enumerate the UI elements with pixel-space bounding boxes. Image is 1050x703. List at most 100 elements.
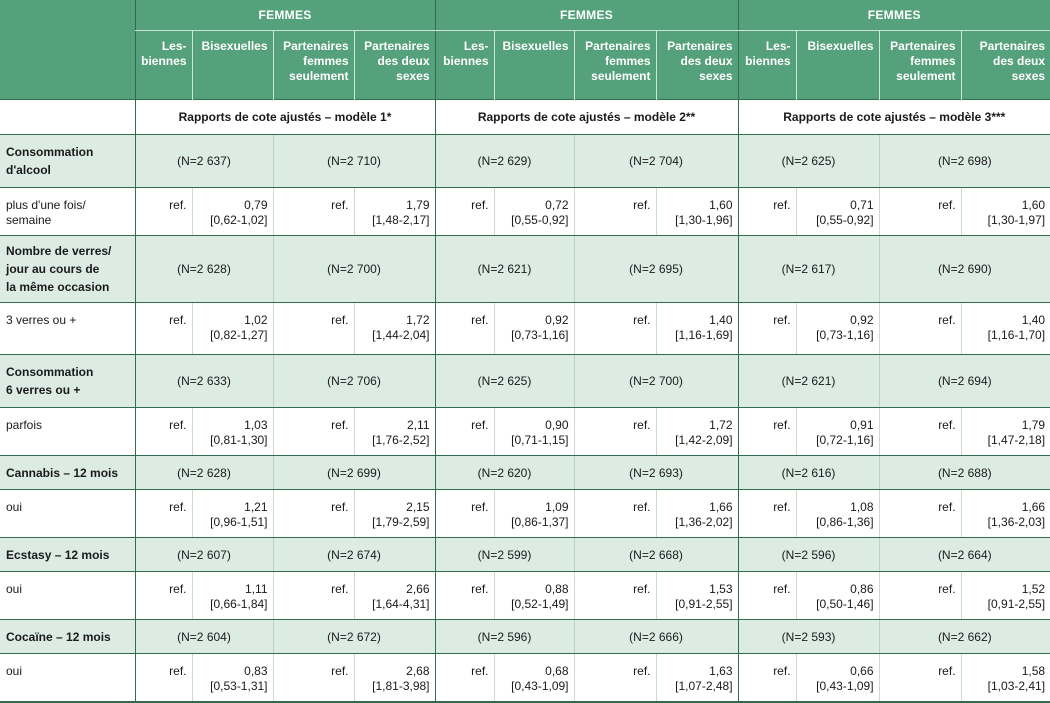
sample-size: (N=2 662) — [878, 619, 1050, 654]
odds-ratio-cell: ref. — [573, 571, 657, 620]
odds-ratio-cell: ref. — [573, 489, 657, 538]
odds-ratio-value: [0,86-1,36] — [816, 515, 874, 529]
odds-ratio-cell: ref. — [272, 489, 354, 538]
section-row: Cannabis – 12 mois (N=2 628) (N=2 699) (N=2… — [0, 455, 1050, 490]
column-header-line: Partenaires — [364, 39, 430, 53]
odds-ratio-value: [1,36-2,03] — [987, 515, 1046, 529]
sample-size: (N=2 629) — [434, 134, 575, 188]
odds-ratio-value: ref. — [169, 664, 187, 678]
odds-ratio-value: 0,88 — [545, 582, 569, 596]
odds-ratio-cell: 1,58 [1,03-2,41] — [960, 653, 1050, 703]
odds-ratio-cell: 0,66 [0,43-1,09] — [795, 653, 880, 703]
odds-ratio-value: [1,16-1,69] — [675, 328, 733, 342]
column-header-line: Bisexuelles — [201, 39, 268, 53]
odds-ratio-cell: ref. — [737, 407, 797, 456]
section-row: Nombre de verres/jour au cours de la même… — [0, 235, 1050, 303]
odds-ratio-cell: 0,86 [0,50-1,46] — [795, 571, 880, 620]
odds-ratio-cell: 0,72 [0,55-0,92] — [493, 187, 575, 236]
odds-ratio-value: 1,58 — [1021, 664, 1046, 678]
odds-ratio-cell: ref. — [878, 187, 962, 236]
odds-ratio-value: ref. — [773, 198, 791, 212]
odds-ratio-value: [1,30-1,97] — [987, 213, 1046, 227]
sample-size: (N=2 674) — [272, 537, 436, 572]
data-row: oui ref. 1,11 [0,66-1,84] ref. 2,66 [1,64-4,31… — [0, 571, 1050, 620]
odds-ratio-cell: ref. — [737, 187, 797, 236]
odds-ratio-cell: ref. — [434, 187, 495, 236]
section-label-line: Ecstasy – 12 mois — [6, 547, 110, 562]
odds-ratio-value: [1,79-2,59] — [372, 515, 430, 529]
odds-ratio-value: ref. — [633, 664, 651, 678]
odds-ratio-value: [0,96-1,51] — [210, 515, 268, 529]
odds-ratio-value: 1,09 — [545, 500, 569, 514]
odds-ratio-cell: 1,66 [1,36-2,02] — [655, 489, 739, 538]
row-label-line: oui — [6, 582, 23, 596]
sample-size: (N=2 695) — [573, 235, 739, 303]
model-row-blank — [0, 99, 135, 135]
section-row: Cocaïne – 12 mois (N=2 604) (N=2 672) (N=2 … — [0, 619, 1050, 654]
odds-ratio-value: [0,50-1,46] — [816, 597, 874, 611]
odds-ratio-value: 2,66 — [406, 582, 430, 596]
section-label: Nombre de verres/jour au cours de la même… — [0, 235, 135, 303]
odds-ratio-value: [0,82-1,27] — [210, 328, 268, 342]
odds-ratio-cell: 1,02 [0,82-1,27] — [191, 302, 273, 355]
odds-ratio-cell: 1,53 [0,91-2,55] — [655, 571, 739, 620]
odds-ratio-value: [0,86-1,37] — [511, 515, 569, 529]
sample-size: (N=2 617) — [737, 235, 880, 303]
odds-ratio-cell: 2,11 [1,76-2,52] — [353, 407, 436, 456]
odds-ratio-value: 0,92 — [545, 313, 569, 327]
odds-ratio-cell: 1,40 [1,16-1,70] — [960, 302, 1050, 355]
odds-ratio-cell: ref. — [434, 571, 495, 620]
sample-size: (N=2 690) — [878, 235, 1050, 303]
odds-ratio-cell: 0,90 [0,71-1,15] — [493, 407, 575, 456]
column-header: Partenaires femmes seulement — [573, 30, 657, 100]
odds-ratio-value: ref. — [331, 664, 349, 678]
sample-size: (N=2 710) — [272, 134, 436, 188]
odds-ratio-value: 0,86 — [850, 582, 874, 596]
odds-ratio-cell: ref. — [434, 489, 495, 538]
group-header-femmes: FEMMES — [434, 0, 739, 31]
odds-ratio-value: ref. — [938, 664, 956, 678]
odds-ratio-value: ref. — [169, 313, 187, 327]
sample-size: (N=2 633) — [134, 354, 273, 408]
odds-ratio-cell: ref. — [737, 489, 797, 538]
odds-ratio-cell: ref. — [134, 489, 192, 538]
odds-ratio-value: 1,60 — [709, 198, 733, 212]
column-header-row: Les-biennes Bisexuelles Partenaires femmes s… — [0, 30, 1050, 100]
column-header-line: Les- — [161, 39, 187, 53]
odds-ratio-value: 1,21 — [244, 500, 268, 514]
sample-size: (N=2 693) — [573, 455, 739, 490]
odds-ratio-value: ref. — [773, 313, 791, 327]
odds-ratio-value: ref. — [471, 198, 489, 212]
column-header-line: femmes — [910, 54, 956, 68]
column-header-line: des deux — [993, 54, 1046, 68]
section-label-line: Cannabis – 12 mois — [6, 465, 119, 480]
odds-ratio-value: ref. — [773, 500, 791, 514]
row-label-line: 3 verres ou + — [6, 313, 77, 327]
column-header-line: seulement — [289, 69, 349, 83]
odds-ratio-value: 1,11 — [245, 582, 268, 596]
odds-ratio-value: ref. — [471, 500, 489, 514]
odds-ratio-cell: 1,52 [0,91-2,55] — [960, 571, 1050, 620]
column-header-line: sexes — [396, 69, 430, 83]
column-header: Bisexuelles — [795, 30, 880, 100]
odds-ratio-value: 1,03 — [244, 418, 268, 432]
odds-ratio-cell: 1,72 [1,42-2,09] — [655, 407, 739, 456]
odds-ratio-value: [0,72-1,16] — [816, 433, 874, 447]
odds-ratio-value: 1,60 — [1021, 198, 1046, 212]
odds-ratio-value: [1,76-2,52] — [372, 433, 430, 447]
column-header-line: sexes — [699, 69, 733, 83]
odds-ratio-cell: ref. — [272, 302, 354, 355]
odds-ratio-value: ref. — [938, 582, 956, 596]
odds-ratio-cell: ref. — [134, 187, 192, 236]
sample-size: (N=2 699) — [272, 455, 436, 490]
odds-ratio-cell: ref. — [434, 407, 495, 456]
section-label-line: Cocaïne – 12 mois — [6, 629, 111, 644]
column-header-line: Partenaires — [283, 39, 349, 53]
odds-ratio-value: 1,08 — [850, 500, 874, 514]
model-label: Rapports de cote ajustés – modèle 1* — [134, 99, 436, 135]
odds-ratio-cell: ref. — [573, 407, 657, 456]
column-header: Partenaires des deux sexes — [960, 30, 1050, 100]
odds-ratio-cell: ref. — [878, 302, 962, 355]
section-label: Consommation 6 verres ou + — [0, 354, 135, 408]
row-label: plus d'une fois/semaine — [0, 187, 135, 236]
